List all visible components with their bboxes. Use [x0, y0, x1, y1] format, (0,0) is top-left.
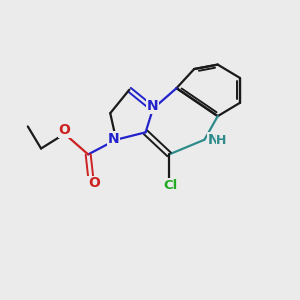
Text: Cl: Cl — [164, 179, 178, 192]
Text: H: H — [216, 134, 227, 147]
Text: N: N — [208, 133, 220, 147]
Text: O: O — [88, 176, 100, 190]
Text: N: N — [147, 99, 159, 113]
Text: O: O — [59, 123, 70, 137]
Text: N: N — [107, 132, 119, 146]
